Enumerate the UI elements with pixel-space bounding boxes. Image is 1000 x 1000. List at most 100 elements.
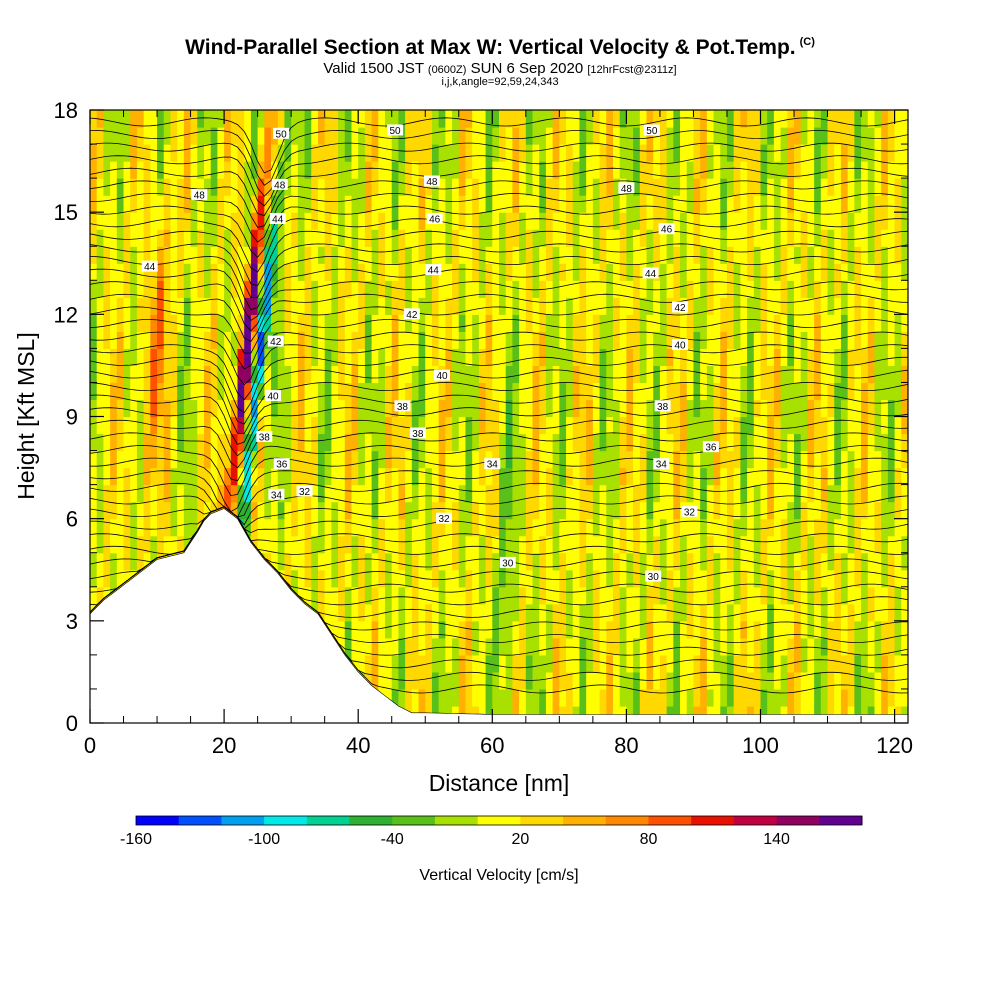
velocity-cell	[847, 688, 855, 707]
velocity-cell	[633, 688, 641, 707]
colorbar-tick-label: -160	[120, 831, 152, 848]
velocity-cell	[780, 229, 788, 247]
velocity-cell	[304, 246, 312, 264]
velocity-cell	[438, 110, 446, 128]
theta-contour-line	[90, 205, 908, 258]
velocity-cell	[820, 365, 829, 384]
velocity-cell	[405, 263, 413, 281]
velocity-cell	[720, 246, 728, 264]
velocity-cell	[499, 212, 507, 230]
velocity-cell	[626, 229, 634, 247]
velocity-cell	[317, 212, 326, 230]
velocity-cell	[626, 280, 634, 298]
velocity-cell	[311, 161, 319, 179]
velocity-cell	[539, 688, 547, 707]
velocity-cell	[539, 518, 547, 537]
velocity-cell	[163, 229, 172, 247]
velocity-cell	[405, 280, 413, 298]
velocity-cell	[706, 637, 715, 656]
contour-label: 48	[194, 191, 206, 202]
velocity-cell	[203, 382, 212, 401]
velocity-cell	[297, 535, 306, 554]
velocity-cell	[203, 297, 212, 315]
velocity-cell	[203, 127, 212, 145]
velocity-cell	[686, 586, 695, 605]
velocity-cell	[485, 586, 493, 605]
velocity-cell	[827, 467, 835, 486]
velocity-cell	[592, 637, 601, 656]
velocity-cell	[867, 586, 876, 605]
velocity-cell	[378, 280, 386, 298]
velocity-cell	[445, 535, 453, 554]
velocity-cell	[237, 450, 245, 469]
velocity-cell	[452, 229, 460, 247]
velocity-cell	[324, 280, 332, 298]
velocity-cell	[680, 348, 688, 367]
velocity-cell	[371, 467, 379, 486]
velocity-cell	[666, 433, 674, 452]
velocity-cell	[532, 688, 540, 707]
velocity-cell	[385, 586, 393, 605]
velocity-cell	[136, 552, 145, 571]
velocity-cell	[659, 263, 668, 281]
velocity-cell	[753, 535, 762, 554]
velocity-cell	[874, 263, 882, 281]
velocity-cell	[773, 212, 782, 230]
velocity-cell	[800, 263, 809, 281]
velocity-cell	[760, 229, 768, 247]
velocity-cell	[297, 450, 306, 469]
velocity-cell	[566, 229, 574, 247]
velocity-cell	[720, 314, 728, 332]
velocity-cell	[525, 331, 534, 349]
velocity-cell	[726, 212, 735, 230]
velocity-cell	[519, 297, 527, 315]
velocity-cell	[358, 212, 366, 230]
velocity-cell	[371, 212, 379, 230]
velocity-cell	[465, 501, 473, 520]
velocity-cell	[693, 586, 701, 605]
velocity-cell	[492, 382, 500, 401]
velocity-cell	[840, 314, 849, 332]
velocity-cell	[700, 450, 708, 469]
velocity-cell	[733, 297, 741, 315]
velocity-cell	[405, 297, 413, 315]
velocity-cell	[673, 382, 681, 401]
velocity-cell	[713, 263, 721, 281]
velocity-cell	[103, 552, 111, 571]
velocity-cell	[143, 416, 151, 435]
velocity-cell	[512, 535, 520, 554]
velocity-cell	[606, 144, 614, 162]
velocity-cell	[398, 144, 406, 162]
velocity-cell	[492, 365, 500, 384]
velocity-cell	[378, 297, 386, 315]
velocity-cell	[686, 144, 695, 162]
velocity-cell	[297, 518, 306, 537]
velocity-cell	[344, 144, 353, 162]
velocity-cell	[250, 518, 259, 537]
velocity-cell	[324, 246, 332, 264]
velocity-cell	[539, 416, 547, 435]
velocity-cell	[612, 263, 621, 281]
velocity-cell	[686, 450, 695, 469]
velocity-cell	[116, 348, 125, 367]
velocity-cell	[224, 161, 232, 179]
velocity-cell	[499, 535, 507, 554]
velocity-cell	[90, 569, 98, 588]
velocity-cell	[733, 229, 741, 247]
velocity-cell	[867, 688, 876, 707]
velocity-cell	[780, 314, 788, 332]
velocity-cell	[545, 484, 554, 503]
velocity-cell	[452, 195, 460, 213]
velocity-cell	[720, 331, 728, 349]
velocity-cell	[465, 467, 473, 486]
velocity-cell	[519, 688, 527, 707]
velocity-cell	[324, 195, 332, 213]
velocity-cell	[405, 603, 413, 622]
velocity-cell	[264, 535, 272, 554]
velocity-cell	[639, 620, 648, 639]
velocity-cell	[230, 246, 239, 264]
velocity-cell	[894, 195, 902, 213]
velocity-cell	[612, 280, 621, 298]
velocity-cell	[794, 195, 802, 213]
velocity-cell	[478, 484, 487, 503]
